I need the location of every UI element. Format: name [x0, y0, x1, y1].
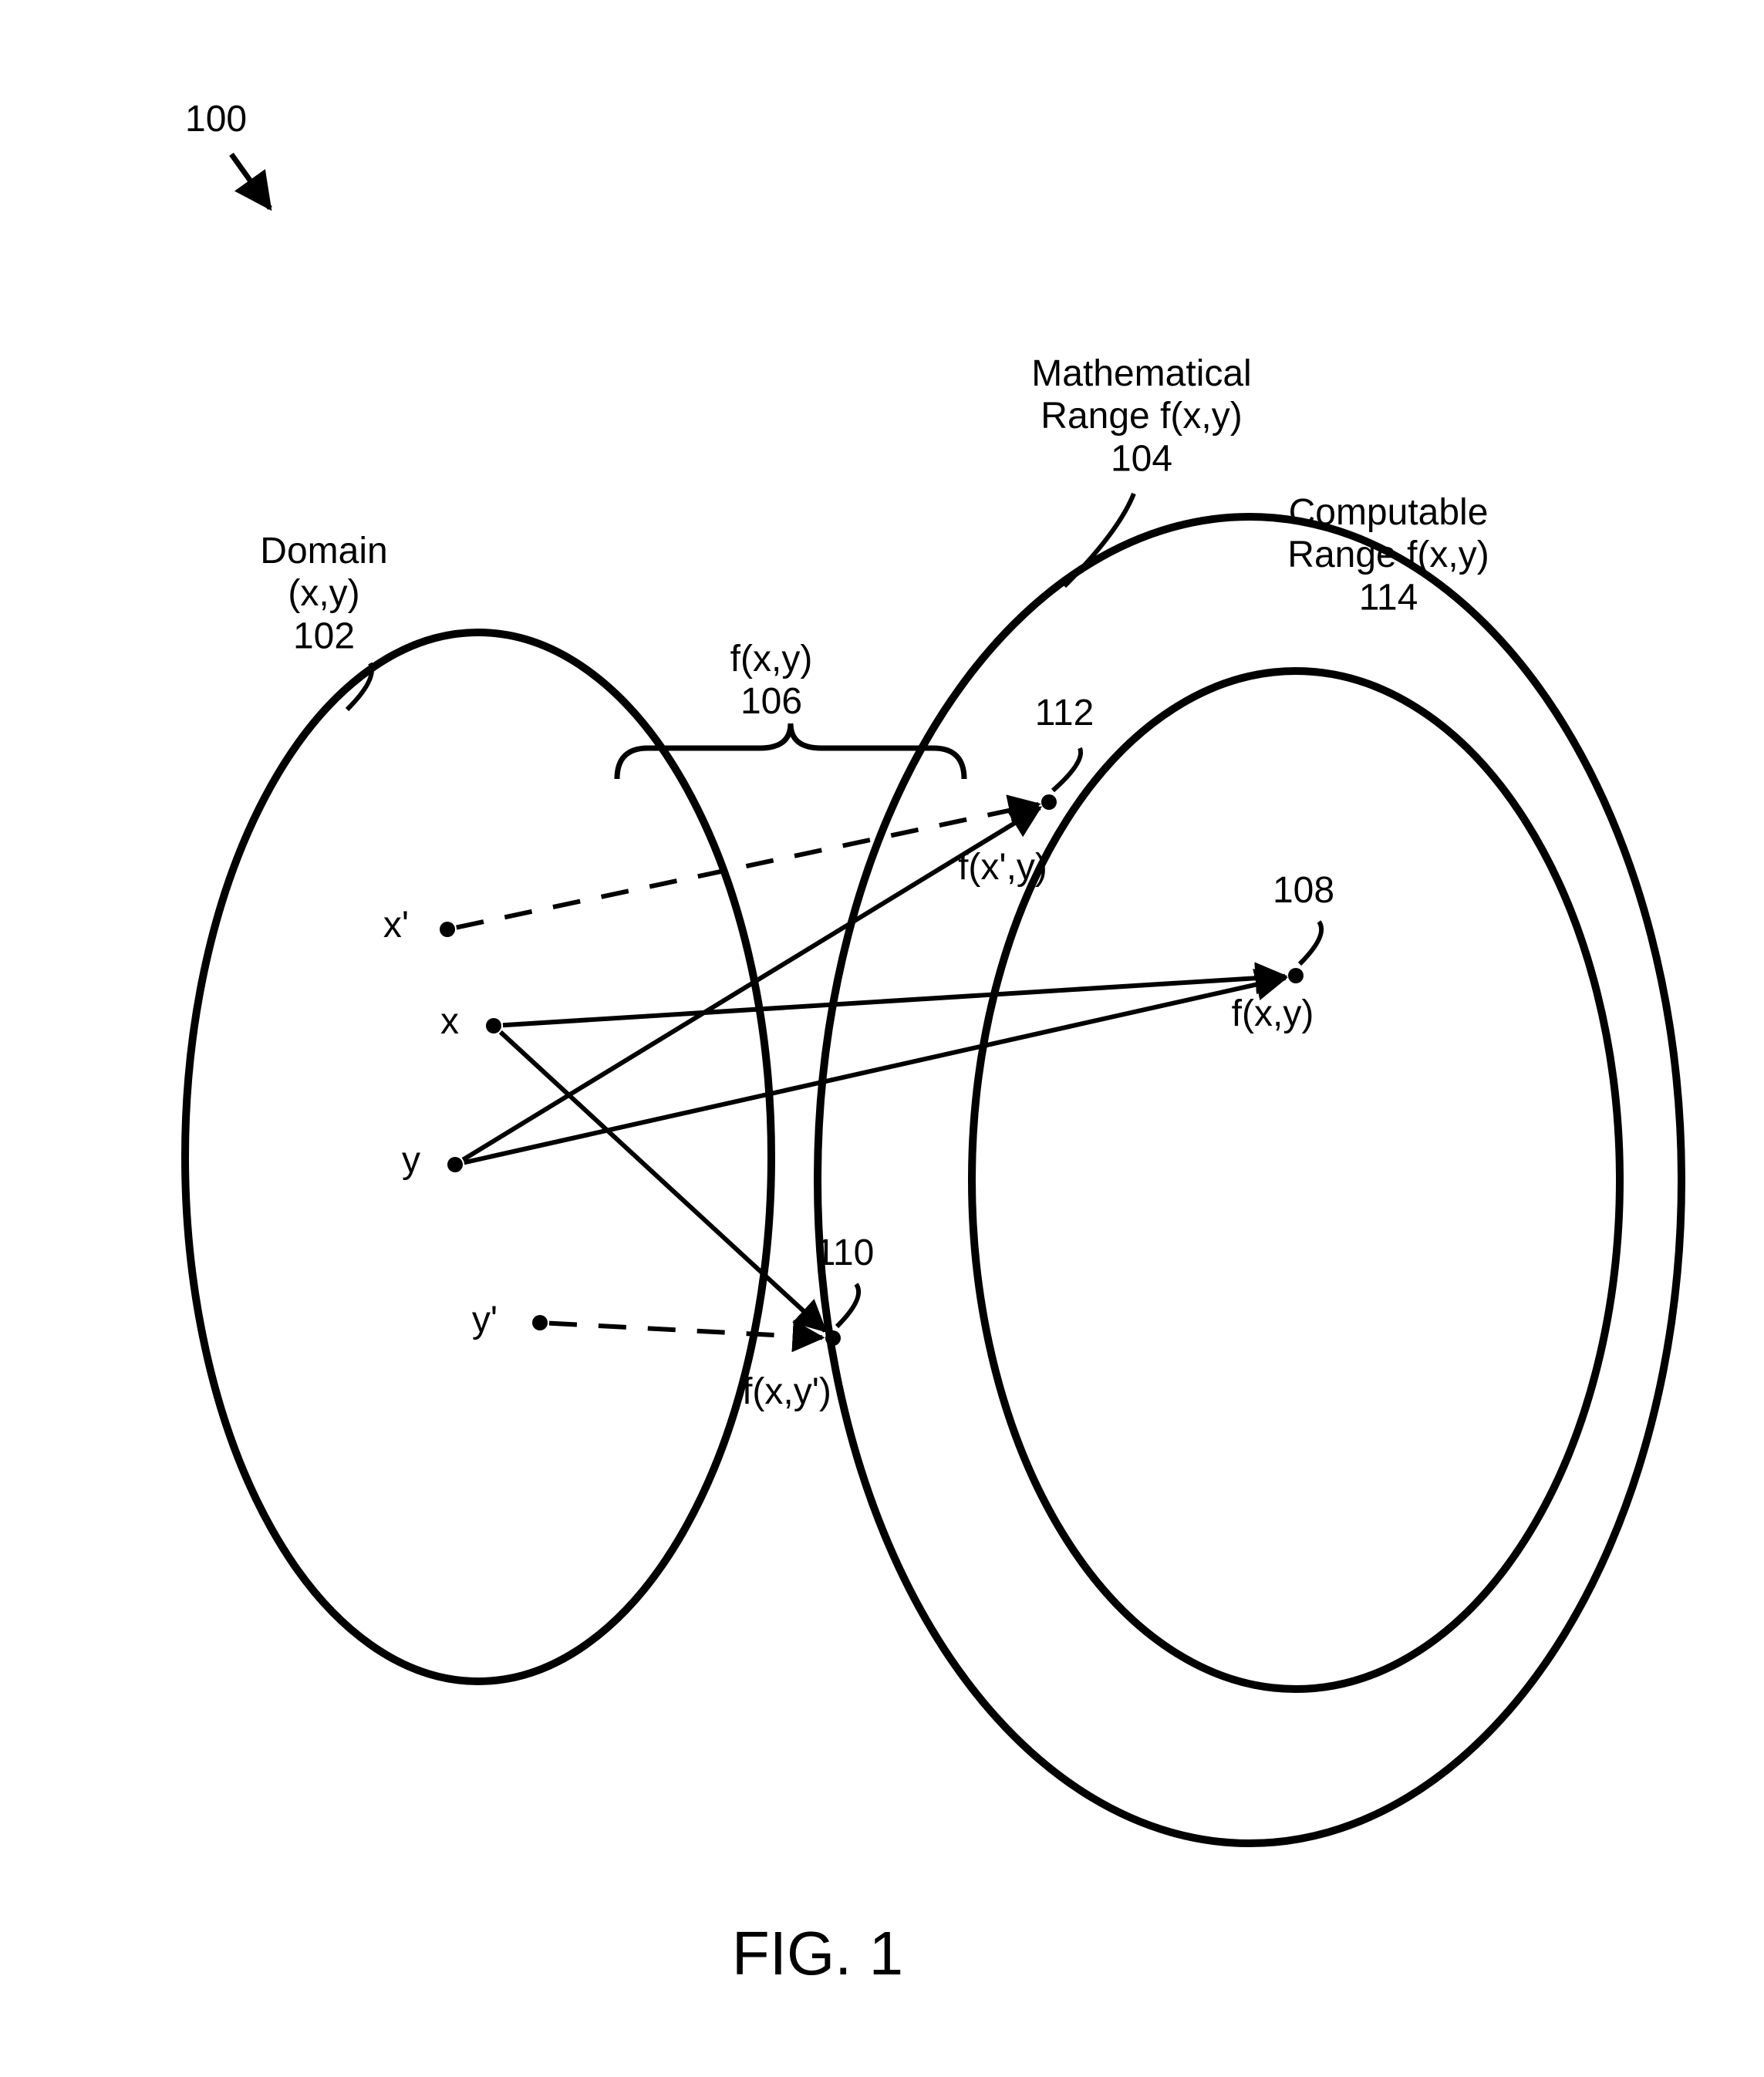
domain-ellipse	[185, 632, 771, 1681]
leader	[1053, 748, 1081, 791]
leader	[1064, 494, 1134, 586]
mapping-arrow	[464, 978, 1286, 1162]
label-domain: (x,y)	[288, 573, 359, 614]
ref-108: 108	[1273, 870, 1334, 911]
point-y	[447, 1157, 463, 1172]
mapping-arrow	[463, 808, 1040, 1159]
label-domain: 102	[293, 615, 355, 656]
label-domain: Domain	[260, 531, 387, 572]
point-x_prime	[440, 922, 455, 937]
point-label-y: y	[402, 1140, 420, 1181]
point-label-x: x	[440, 1001, 459, 1042]
leader	[1300, 922, 1321, 964]
point-p112	[1041, 794, 1057, 810]
label-math-range: Range f(x,y)	[1041, 396, 1242, 437]
mapping-arrow	[503, 976, 1285, 1025]
point-p110	[825, 1330, 841, 1346]
point-x	[486, 1018, 501, 1033]
figure-caption: FIG. 1	[732, 1919, 903, 1988]
ref-100: 100	[185, 99, 247, 140]
label-fxy-106: 106	[740, 681, 802, 722]
ref-100-arrow	[231, 154, 270, 208]
label-fx-yprime: f(x,y')	[742, 1371, 831, 1412]
label-computable: 114	[1359, 577, 1418, 618]
label-fxy-108: f(x,y)	[1232, 993, 1314, 1034]
point-y_prime	[532, 1315, 548, 1330]
math-range-ellipse	[818, 517, 1681, 1843]
label-computable: Computable	[1289, 492, 1489, 533]
label-computable: Range f(x,y)	[1287, 534, 1489, 575]
point-p108	[1288, 968, 1304, 983]
mapping-arrow	[501, 1032, 825, 1330]
ref-110: 110	[815, 1232, 875, 1273]
label-fxprime-y: f(x',y)	[958, 847, 1047, 888]
point-label-x_prime: x'	[383, 905, 409, 946]
leader	[837, 1284, 858, 1327]
mapping-arrow	[549, 1323, 822, 1338]
label-fxy-106: f(x,y)	[730, 639, 813, 679]
label-math-range: 104	[1111, 438, 1172, 479]
computable-range-ellipse	[972, 671, 1620, 1689]
point-label-y_prime: y'	[472, 1300, 497, 1340]
label-math-range: Mathematical	[1031, 353, 1251, 394]
ref-112: 112	[1035, 693, 1094, 733]
mapping-arrow	[457, 804, 1039, 928]
